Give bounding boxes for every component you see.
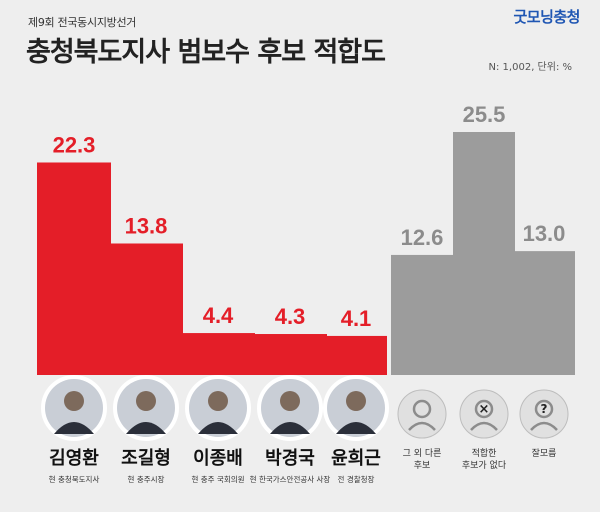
page-title: 충청북도지사 범보수 후보 적합도 [26, 37, 386, 68]
bar-8 [513, 251, 575, 375]
person-icon-head [412, 399, 432, 419]
avatar-body-2 [126, 422, 166, 434]
other-label-line: 후보가 없다 [462, 460, 507, 471]
bar-4 [253, 334, 327, 375]
candidate-name-5: 윤희근 [331, 448, 381, 469]
value-label-4: 4.3 [275, 304, 306, 329]
other-label-line: 적합한 [472, 447, 497, 459]
candidate-role-2: 현 충주시장 [128, 474, 165, 484]
candidate-name-3: 이종배 [193, 448, 243, 469]
bar-3 [181, 333, 255, 375]
value-label-1: 22.3 [53, 132, 96, 157]
election-subtitle: 제9회 전국동시지방선거 [28, 16, 137, 29]
person-x-icon-head [474, 399, 494, 419]
candidate-role-1: 현 충청북도지사 [49, 475, 100, 484]
value-label-3: 4.4 [203, 303, 234, 328]
avatar-body-4 [270, 422, 310, 434]
bar-1 [37, 162, 111, 375]
x-mark-icon: × [479, 402, 490, 417]
person-question-icon-shoulders [530, 421, 558, 431]
bar-7 [453, 132, 515, 375]
bar-5 [325, 335, 387, 375]
candidate-name-4: 박경국 [265, 448, 315, 469]
sample-note: N: 1,002, 단위: % [488, 62, 572, 73]
candidate-role-4: 현 한국가스안전공사 사장 [250, 474, 331, 484]
avatar-body-3 [198, 422, 238, 434]
candidate-role-3: 현 충주 국회의원 [191, 474, 244, 484]
person-question-icon-head [534, 399, 554, 419]
avatar-head-4 [280, 391, 300, 411]
candidate-name-2: 조길형 [121, 447, 171, 469]
avatar-head-1 [64, 391, 84, 411]
value-label-7: 25.5 [463, 102, 506, 127]
question-mark-icon: ? [541, 402, 548, 416]
other-label-line: 후보 [414, 460, 431, 471]
other-label-2: 적합한 후보가 없다 [462, 447, 507, 471]
avatar-body-1 [54, 422, 94, 434]
bar-6 [391, 254, 453, 375]
other-label-line: 그 외 다른 [403, 447, 442, 459]
candidate-role-5: 전 경찰청장 [338, 474, 375, 484]
avatar-head-2 [136, 391, 156, 411]
avatar-head-3 [208, 391, 228, 411]
value-label-6: 12.6 [401, 225, 444, 250]
person-x-icon-shoulders [470, 421, 498, 431]
person-icon-bg [397, 389, 447, 439]
candidate-name-1: 김영환 [49, 447, 99, 469]
other-label-line: 잘모름 [532, 447, 557, 459]
brand-logo: 굿모닝충청 [513, 8, 580, 26]
avatar-body-5 [336, 422, 376, 434]
person-x-icon-bg [459, 389, 509, 439]
value-label-5: 4.1 [341, 306, 372, 331]
value-label-8: 13.0 [523, 221, 566, 246]
value-label-2: 13.8 [125, 213, 168, 238]
other-label-1: 그 외 다른 후보 [403, 447, 442, 471]
bar-2 [109, 243, 183, 375]
person-icon-shoulders [408, 421, 436, 431]
other-label-3: 잘모름 [532, 447, 557, 459]
person-question-icon-bg [519, 389, 569, 439]
avatar-head-5 [346, 391, 366, 411]
